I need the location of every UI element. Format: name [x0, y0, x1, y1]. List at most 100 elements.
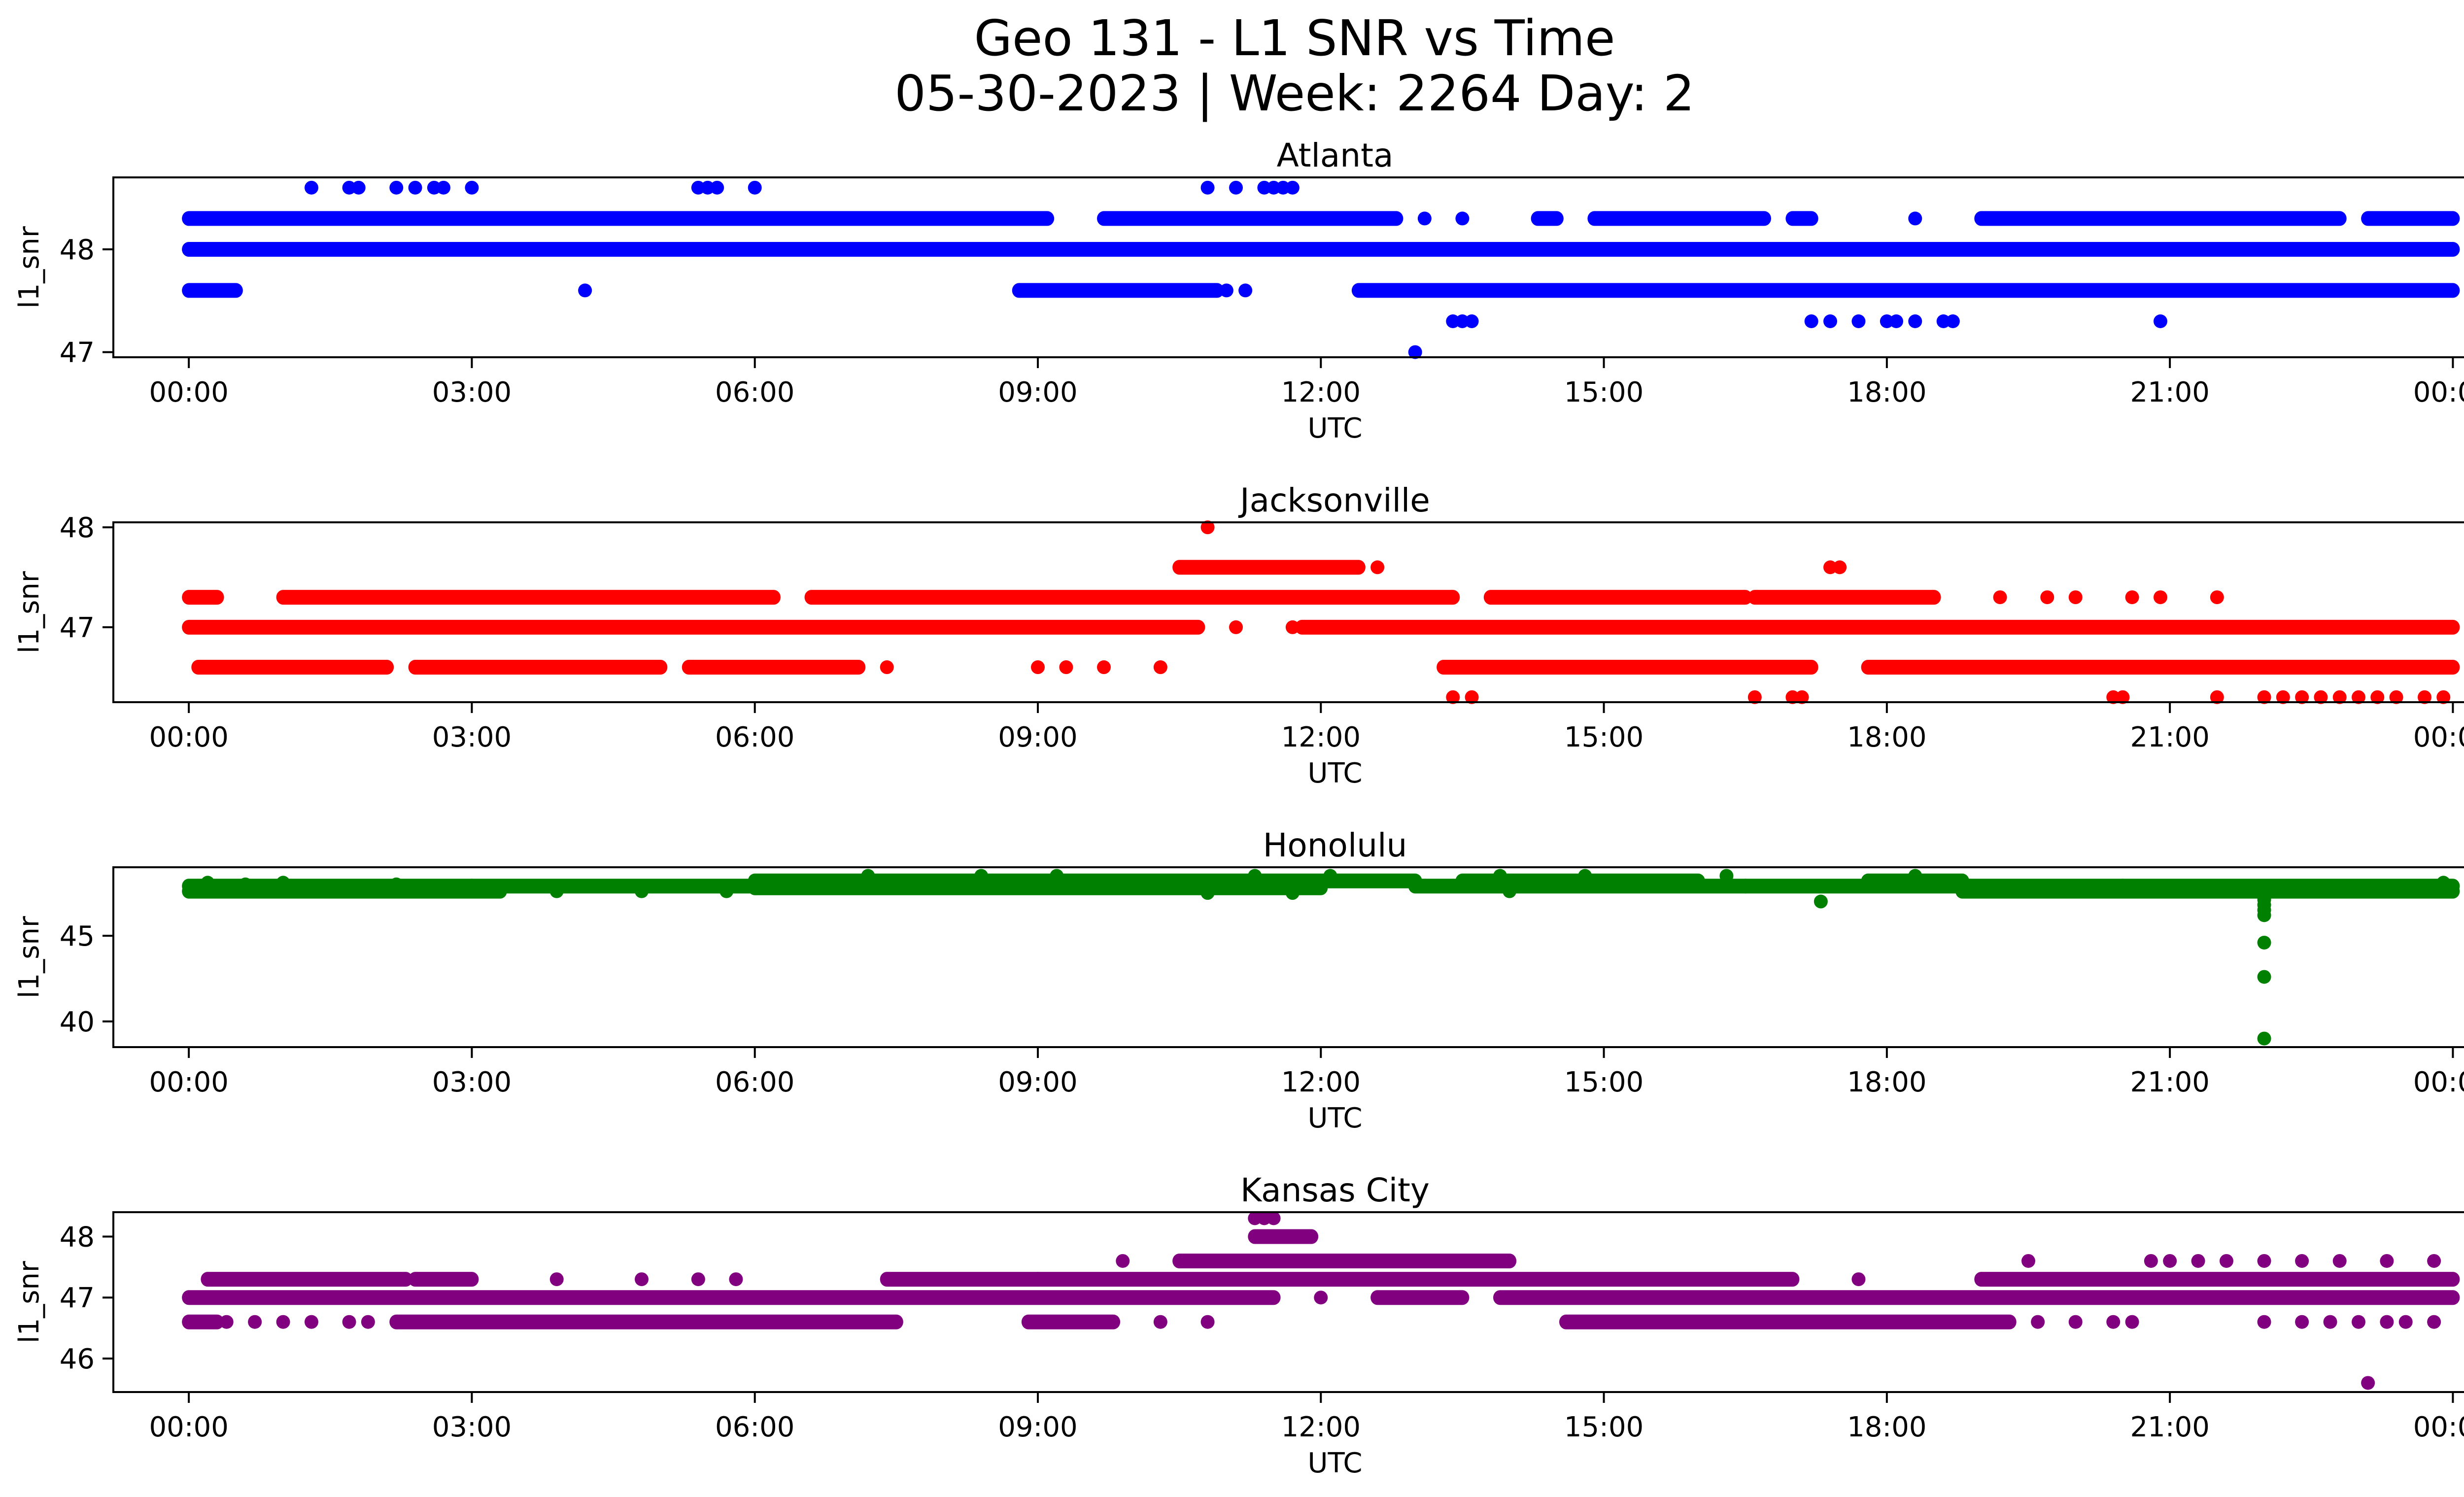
x-tick-label: 18:00 [1847, 721, 1926, 753]
data-point [2257, 1254, 2271, 1268]
data-point [2220, 1254, 2233, 1268]
data-point-run [408, 1272, 479, 1287]
data-point [1285, 620, 1300, 634]
y-tick-label: 40 [60, 1006, 95, 1038]
data-point-run [1295, 619, 2460, 635]
data-point-run [1437, 660, 1818, 675]
x-tick-label: 03:00 [432, 376, 512, 408]
data-point [1446, 690, 1460, 704]
data-point [239, 877, 252, 891]
data-point [1804, 314, 1818, 328]
data-point [2154, 590, 2167, 605]
data-point [2191, 1254, 2205, 1268]
data-point [1569, 590, 1583, 605]
data-point [2314, 690, 2328, 704]
x-tick-label: 00:00 [2413, 1066, 2464, 1098]
data-point [1465, 690, 1479, 704]
data-point [2352, 1315, 2365, 1329]
data-point [276, 1315, 290, 1329]
data-point [2106, 1315, 2121, 1329]
figure-title-line2: 05-30-2023 | Week: 2264 Day: 2 [894, 65, 1694, 122]
x-tick-label: 21:00 [2130, 1066, 2209, 1098]
data-point [2031, 1315, 2045, 1329]
x-axis-label: UTC [1307, 757, 1362, 789]
data-point [1323, 869, 1337, 883]
data-point [2370, 690, 2385, 704]
y-tick-label: 47 [60, 337, 95, 369]
data-point [2323, 1315, 2337, 1329]
data-point [1851, 1272, 1866, 1287]
data-point [2332, 1254, 2347, 1268]
data-point-run [182, 1314, 224, 1329]
data-point [1031, 660, 1045, 675]
x-tick-label: 06:00 [715, 721, 794, 753]
data-point [2389, 690, 2403, 704]
subplot-kansas-city: Kansas City 00:00 03:00 06:00 09:00 12:00 15:0… [13, 1171, 2464, 1479]
data-point [2210, 590, 2224, 605]
data-point [1908, 211, 1922, 226]
data-point [1455, 314, 1470, 328]
data-point [549, 1272, 564, 1287]
data-point [351, 180, 366, 195]
data-point [2163, 1254, 2177, 1268]
data-point [1908, 314, 1922, 328]
y-tick-label: 45 [60, 920, 95, 953]
data-point [1219, 283, 1233, 298]
data-point [2418, 690, 2431, 704]
data-point-run [1012, 283, 1224, 298]
data-point [861, 869, 875, 883]
data-point-run [682, 660, 866, 675]
data-point [1248, 1211, 1262, 1225]
data-point-run [1351, 283, 2460, 298]
data-point [2427, 1315, 2441, 1329]
data-point [2380, 1254, 2394, 1268]
data-point-run [1531, 211, 1564, 226]
data-point [1408, 345, 1422, 359]
x-tick-label: 03:00 [432, 1411, 512, 1443]
x-tick-label: 15:00 [1564, 1411, 1643, 1443]
data-marks [182, 180, 2460, 359]
data-point-run [1172, 560, 1366, 575]
y-tick-label: 46 [60, 1343, 95, 1375]
subplot-title: Honolulu [1263, 826, 1407, 864]
data-point [276, 876, 290, 890]
data-point [1483, 590, 1498, 605]
data-point [2257, 690, 2271, 704]
x-tick-label: 15:00 [1564, 721, 1643, 753]
data-point [1455, 211, 1470, 226]
data-point [2436, 690, 2451, 704]
data-point [1200, 1315, 1215, 1329]
data-point [1823, 560, 1837, 575]
data-point-run [1172, 1253, 1281, 1268]
data-marks [182, 520, 2460, 704]
data-point [201, 876, 215, 890]
x-tick-label: 18:00 [1847, 1411, 1926, 1443]
data-point-run [1559, 1314, 2017, 1329]
x-tick-label: 18:00 [1847, 376, 1926, 408]
data-point [635, 884, 649, 898]
data-point [2436, 876, 2451, 890]
data-point [2427, 1254, 2441, 1268]
y-axis-label: l1_snr [13, 1260, 45, 1343]
data-point [1993, 590, 2007, 605]
data-point [1314, 1291, 1328, 1305]
data-point [635, 1272, 649, 1287]
data-point-run [182, 242, 2460, 257]
data-point-run [880, 1272, 1045, 1287]
data-point [691, 180, 705, 195]
data-point [1795, 690, 1809, 704]
data-point [1493, 869, 1507, 883]
data-point-run [1370, 1290, 1470, 1305]
data-point-run [182, 283, 243, 298]
data-point-run [1493, 1290, 2460, 1305]
data-point-run [1097, 211, 1403, 226]
plot-frame [112, 521, 2464, 703]
x-axis-label: UTC [1307, 1447, 1362, 1479]
y-axis-label: l1_snr [13, 226, 45, 308]
data-point [1059, 660, 1073, 675]
data-point [1785, 690, 1800, 704]
data-point [880, 660, 894, 675]
data-point-run [201, 1272, 413, 1287]
data-point [1238, 283, 1253, 298]
